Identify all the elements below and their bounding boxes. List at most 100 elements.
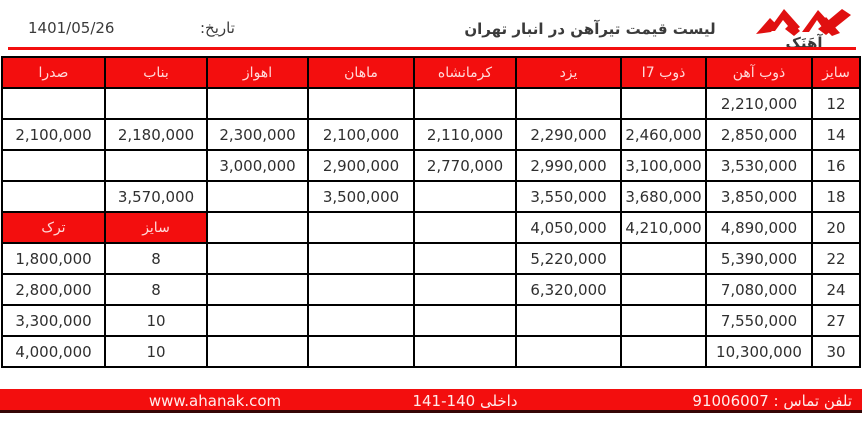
price-table: سایز ذوب آهن ذوب I7 یزد کرمانشاه ماهان اهواز بن… — [1, 56, 861, 368]
size-cell: 18 — [811, 180, 861, 213]
price-cell: 3,500,000 — [307, 180, 415, 213]
price-cell — [413, 304, 517, 337]
price-cell: 10 — [104, 335, 208, 368]
price-cell: 4,210,000 — [620, 211, 707, 244]
ahanak-logo-mark-icon — [748, 1, 860, 37]
price-cell — [307, 335, 415, 368]
size-cell: 20 — [811, 211, 861, 244]
price-cell: 7,550,000 — [705, 304, 813, 337]
price-cell — [413, 180, 517, 213]
price-cell — [307, 273, 415, 306]
price-cell — [413, 87, 517, 120]
price-cell: 3,100,000 — [620, 149, 707, 182]
price-cell: 6,320,000 — [515, 273, 622, 306]
price-cell — [206, 242, 309, 275]
price-cell — [1, 149, 106, 182]
table-header: سایز ذوب آهن ذوب I7 یزد کرمانشاه ماهان اهواز بن… — [1, 56, 861, 89]
price-cell — [620, 242, 707, 275]
price-cell — [206, 180, 309, 213]
table-row: 16 3,530,000 3,100,000 2,990,000 2,770,000 2,… — [1, 149, 861, 182]
price-cell — [104, 149, 208, 182]
table-row: 14 2,850,000 2,460,000 2,290,000 2,110,000 2,… — [1, 118, 861, 151]
price-cell: 2,210,000 — [705, 87, 813, 120]
price-cell: 2,770,000 — [413, 149, 517, 182]
price-cell — [413, 273, 517, 306]
footer-extension: داخلی 140-141 — [412, 392, 518, 410]
sub-header-cell: سایز — [104, 211, 208, 244]
price-cell: 2,850,000 — [705, 118, 813, 151]
price-cell: 2,900,000 — [307, 149, 415, 182]
price-cell: 2,990,000 — [515, 149, 622, 182]
size-cell: 24 — [811, 273, 861, 306]
price-cell — [104, 87, 208, 120]
price-cell: 2,100,000 — [307, 118, 415, 151]
column-header-mahan: ماهان — [307, 56, 415, 89]
table-row: 12 2,210,000 — [1, 87, 861, 120]
price-cell: 8 — [104, 242, 208, 275]
price-cell: 7,080,000 — [705, 273, 813, 306]
page-title: لیست قیمت تیرآهن در انبار تهران — [464, 20, 716, 38]
price-cell: 2,100,000 — [1, 118, 106, 151]
price-cell — [1, 180, 106, 213]
size-cell: 14 — [811, 118, 861, 151]
price-cell — [515, 335, 622, 368]
price-cell: 4,890,000 — [705, 211, 813, 244]
price-cell — [307, 304, 415, 337]
price-cell — [413, 211, 517, 244]
price-cell: 3,680,000 — [620, 180, 707, 213]
price-cell: 3,570,000 — [104, 180, 208, 213]
price-cell: 8 — [104, 273, 208, 306]
ahanak-logo-wordmark: آهَنَک — [785, 34, 823, 52]
price-cell — [620, 335, 707, 368]
price-cell: 2,290,000 — [515, 118, 622, 151]
price-cell — [413, 335, 517, 368]
price-cell — [206, 87, 309, 120]
price-cell — [206, 211, 309, 244]
column-header-zob_i7: ذوب I7 — [620, 56, 707, 89]
table-body: 12 2,210,000 14 2,850,000 2,460,000 2,290,000… — [1, 87, 861, 368]
price-cell — [206, 304, 309, 337]
column-header-zob_ahan: ذوب آهن — [705, 56, 813, 89]
price-cell — [206, 335, 309, 368]
size-cell: 16 — [811, 149, 861, 182]
price-cell: 4,050,000 — [515, 211, 622, 244]
footer-phone: تلفن تماس : 91006007 — [692, 392, 852, 410]
table-row: 18 3,850,000 3,680,000 3,550,000 3,500,000 3,… — [1, 180, 861, 213]
column-header-bonab: بناب — [104, 56, 208, 89]
price-cell: 3,300,000 — [1, 304, 106, 337]
price-cell — [620, 87, 707, 120]
sub-header-cell: ترک — [1, 211, 106, 244]
price-cell: 2,460,000 — [620, 118, 707, 151]
price-cell: 3,850,000 — [705, 180, 813, 213]
price-cell — [515, 304, 622, 337]
table-row: 27 7,550,000 10 3,300,000 — [1, 304, 861, 337]
table-row: 24 7,080,000 6,320,000 8 2,800,000 — [1, 273, 861, 306]
footer-website: www.ahanak.com — [148, 392, 282, 410]
price-cell: 2,110,000 — [413, 118, 517, 151]
price-cell: 3,530,000 — [705, 149, 813, 182]
table-row: 20 4,890,000 4,210,000 4,050,000 سایز ترک — [1, 211, 861, 244]
price-cell: 10 — [104, 304, 208, 337]
column-header-yazd: یزد — [515, 56, 622, 89]
price-cell: 2,180,000 — [104, 118, 208, 151]
size-cell: 22 — [811, 242, 861, 275]
price-cell — [515, 87, 622, 120]
price-cell: 2,800,000 — [1, 273, 106, 306]
table-row: 30 10,300,000 10 4,000,000 — [1, 335, 861, 368]
price-cell — [413, 242, 517, 275]
column-header-size: سایز — [811, 56, 861, 89]
price-cell — [1, 87, 106, 120]
price-cell — [307, 211, 415, 244]
ahanak-logo: آهَنَک — [748, 1, 860, 52]
footer-bar: www.ahanak.com داخلی 140-141 تلفن تماس :… — [0, 389, 862, 413]
price-cell — [307, 87, 415, 120]
size-cell: 27 — [811, 304, 861, 337]
price-cell: 3,550,000 — [515, 180, 622, 213]
price-cell — [620, 304, 707, 337]
price-cell — [620, 273, 707, 306]
price-cell: 5,390,000 — [705, 242, 813, 275]
price-cell: 2,300,000 — [206, 118, 309, 151]
price-cell: 10,300,000 — [705, 335, 813, 368]
price-cell: 1,800,000 — [1, 242, 106, 275]
size-cell: 30 — [811, 335, 861, 368]
